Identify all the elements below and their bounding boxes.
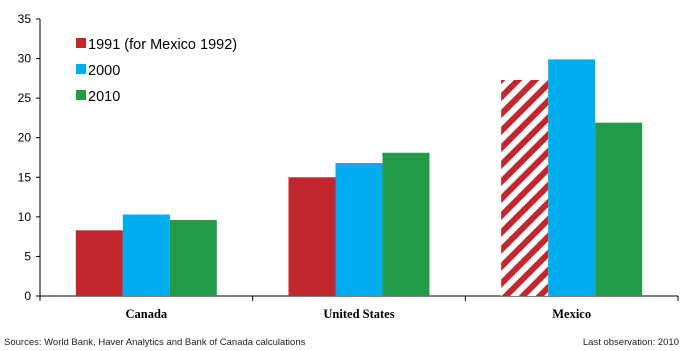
y-tick-label: 20	[18, 131, 32, 145]
bar-mexico-0	[501, 79, 549, 296]
y-tick-label: 30	[18, 52, 32, 66]
bar-united-states-2	[382, 152, 430, 296]
bar-canada-1	[122, 214, 170, 296]
y-tick-label: 15	[18, 170, 32, 184]
legend-swatch	[76, 90, 86, 100]
legend-label: 2000	[88, 63, 120, 79]
bar-canada-0	[75, 230, 123, 296]
y-tick-label: 25	[18, 91, 32, 105]
y-tick-label: 10	[18, 210, 32, 224]
legend-swatch	[76, 64, 86, 74]
legend: 1991 (for Mexico 1992) 2000 2010	[76, 37, 237, 105]
legend-label: 1991 (for Mexico 1992)	[88, 37, 237, 53]
bar-united-states-0	[288, 177, 336, 296]
bar-mexico-1	[548, 59, 596, 297]
y-tick-label: 35	[18, 12, 32, 26]
legend-label: 2010	[88, 89, 120, 105]
bar-mexico-2	[595, 122, 643, 296]
category-label: United States	[323, 307, 394, 321]
category-label: Mexico	[552, 307, 591, 321]
category-label: Canada	[125, 307, 167, 321]
source-note: Sources: World Bank, Haver Analytics and…	[4, 337, 306, 348]
y-tick-label: 0	[24, 289, 31, 303]
last-observation-note: Last observation: 2010	[582, 337, 679, 348]
bar-canada-2	[169, 220, 217, 296]
y-tick-label: 5	[24, 249, 31, 263]
bars	[75, 59, 643, 297]
legend-swatch	[76, 38, 86, 48]
bar-united-states-1	[335, 163, 383, 296]
